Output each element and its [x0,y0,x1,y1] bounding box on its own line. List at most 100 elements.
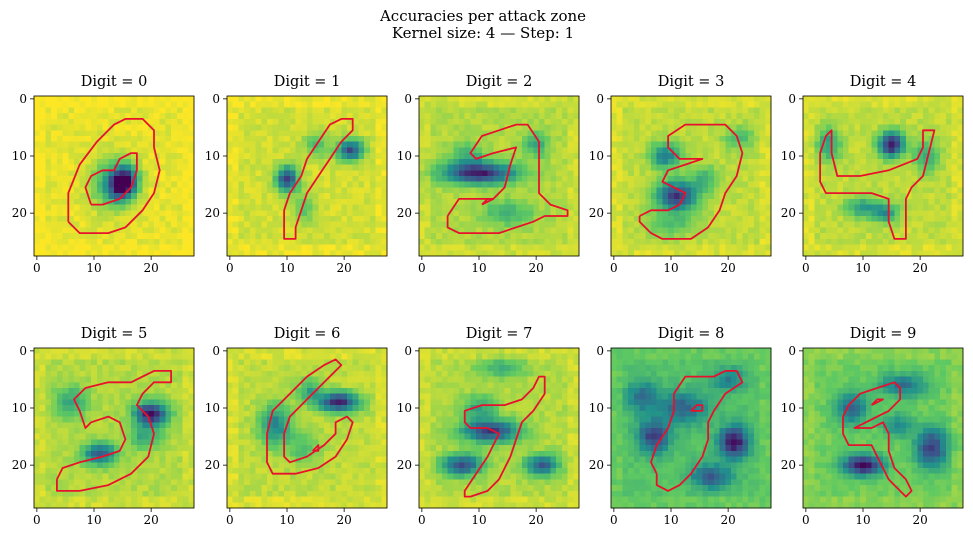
heatmap-cell [176,130,183,137]
heatmap-cell [102,410,109,417]
heatmap-cell [616,147,623,154]
heatmap-cell [753,176,760,183]
heatmap-cell [318,227,325,234]
heatmap-cell [639,244,646,251]
heatmap-cell [125,439,132,446]
heatmap-cell [131,382,138,389]
heatmap-cell [272,204,279,211]
heatmap-cell [352,107,359,114]
heatmap-cell [358,233,365,240]
heatmap-cell [114,107,121,114]
heatmap-cell [278,187,285,194]
heatmap-cell [550,181,557,188]
heatmap-cell [917,118,924,125]
heatmap-cell [628,136,635,143]
heatmap-cell [301,147,308,154]
heatmap-cell [39,124,46,131]
heatmap-cell [894,113,901,120]
heatmap-cell [375,107,382,114]
heatmap-cell [39,450,46,457]
heatmap-cell [894,118,901,125]
heatmap-cell [917,204,924,211]
heatmap-cell [900,233,907,240]
heatmap-cell [74,198,81,205]
heatmap-cell [295,244,302,251]
heatmap-cell [51,433,58,440]
heatmap-cell [527,147,534,154]
heatmap-cell [85,113,92,120]
heatmap-cell [312,348,319,355]
y-tick-label: 20 [12,206,27,220]
heatmap-cell [651,153,658,160]
heatmap-cell [289,130,296,137]
heatmap-cell [56,399,63,406]
heatmap-cell [238,250,245,257]
heatmap-cell [165,244,172,251]
heatmap-cell [119,96,126,103]
heatmap-cell [238,118,245,125]
heatmap-cell [765,198,772,205]
heatmap-cell [358,238,365,245]
heatmap-cell [188,456,195,463]
heatmap-cell [51,113,58,120]
heatmap-cell [182,250,189,257]
heatmap-cell [176,101,183,108]
heatmap-cell [188,433,195,440]
heatmap-cell [159,445,166,452]
heatmap-cell [188,428,195,435]
heatmap-cell [102,221,109,228]
panel-title: Digit = 3 [658,74,725,90]
heatmap-cell [108,422,115,429]
heatmap-cell [516,227,523,234]
heatmap-cell [227,238,234,245]
heatmap-cell [381,96,388,103]
heatmap-cell [476,107,483,114]
heatmap-cell [476,216,483,223]
heatmap-cell [119,198,126,205]
heatmap-cell [679,193,686,200]
heatmap-cell [74,399,81,406]
heatmap-cell [125,244,132,251]
heatmap-cell [335,244,342,251]
heatmap-cell [289,365,296,372]
heatmap-cell [430,96,437,103]
heatmap-cell [470,216,477,223]
heatmap-cell [329,244,336,251]
heatmap-cell [255,210,262,217]
heatmap-cell [249,227,256,234]
heatmap-cell [424,107,431,114]
heatmap-cell [347,124,354,131]
heatmap-cell [171,176,178,183]
heatmap-cell [148,96,155,103]
heatmap-cell [136,388,143,395]
heatmap-cell [493,141,500,148]
heatmap-cell [318,130,325,137]
heatmap-cell [527,181,534,188]
heatmap-cell [148,370,155,377]
heatmap-cell [261,158,268,165]
heatmap-cell [142,170,149,177]
y-tick-label: 10 [12,401,27,415]
heatmap-cell [364,153,371,160]
heatmap-cell [329,147,336,154]
heatmap-cell [341,359,348,366]
heatmap-cell [165,462,172,469]
heatmap-cell [464,141,471,148]
heatmap-cell [232,250,239,257]
heatmap-cell [470,118,477,125]
heatmap-cell [34,479,41,486]
heatmap-cell [487,118,494,125]
heatmap-cell [424,130,431,137]
heatmap-cell [662,187,669,194]
heatmap-cell [656,181,663,188]
heatmap-cell [476,101,483,108]
heatmap-cell [567,187,574,194]
heatmap-cell [533,210,540,217]
heatmap-cell [142,198,149,205]
heatmap-cell [611,221,618,228]
heatmap-cell [364,141,371,148]
heatmap-cell [154,164,161,171]
heatmap-cell [673,147,680,154]
heatmap-cell [352,244,359,251]
heatmap-cell [808,96,815,103]
